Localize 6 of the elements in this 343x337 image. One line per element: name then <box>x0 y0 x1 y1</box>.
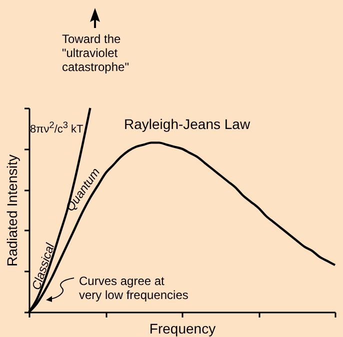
annotation: Curves agree at very low frequencies <box>79 274 188 302</box>
annotation: Rayleigh-Jeans Law <box>124 116 250 132</box>
text: Toward the "ultraviolet catastrophe" <box>62 32 129 74</box>
annotation: 8πν$^{2}$/c$^{3}$ kT <box>30 119 84 137</box>
y-axis-title: Radiated Intensity <box>4 154 20 267</box>
x-axis-title: Frequency <box>149 320 216 336</box>
